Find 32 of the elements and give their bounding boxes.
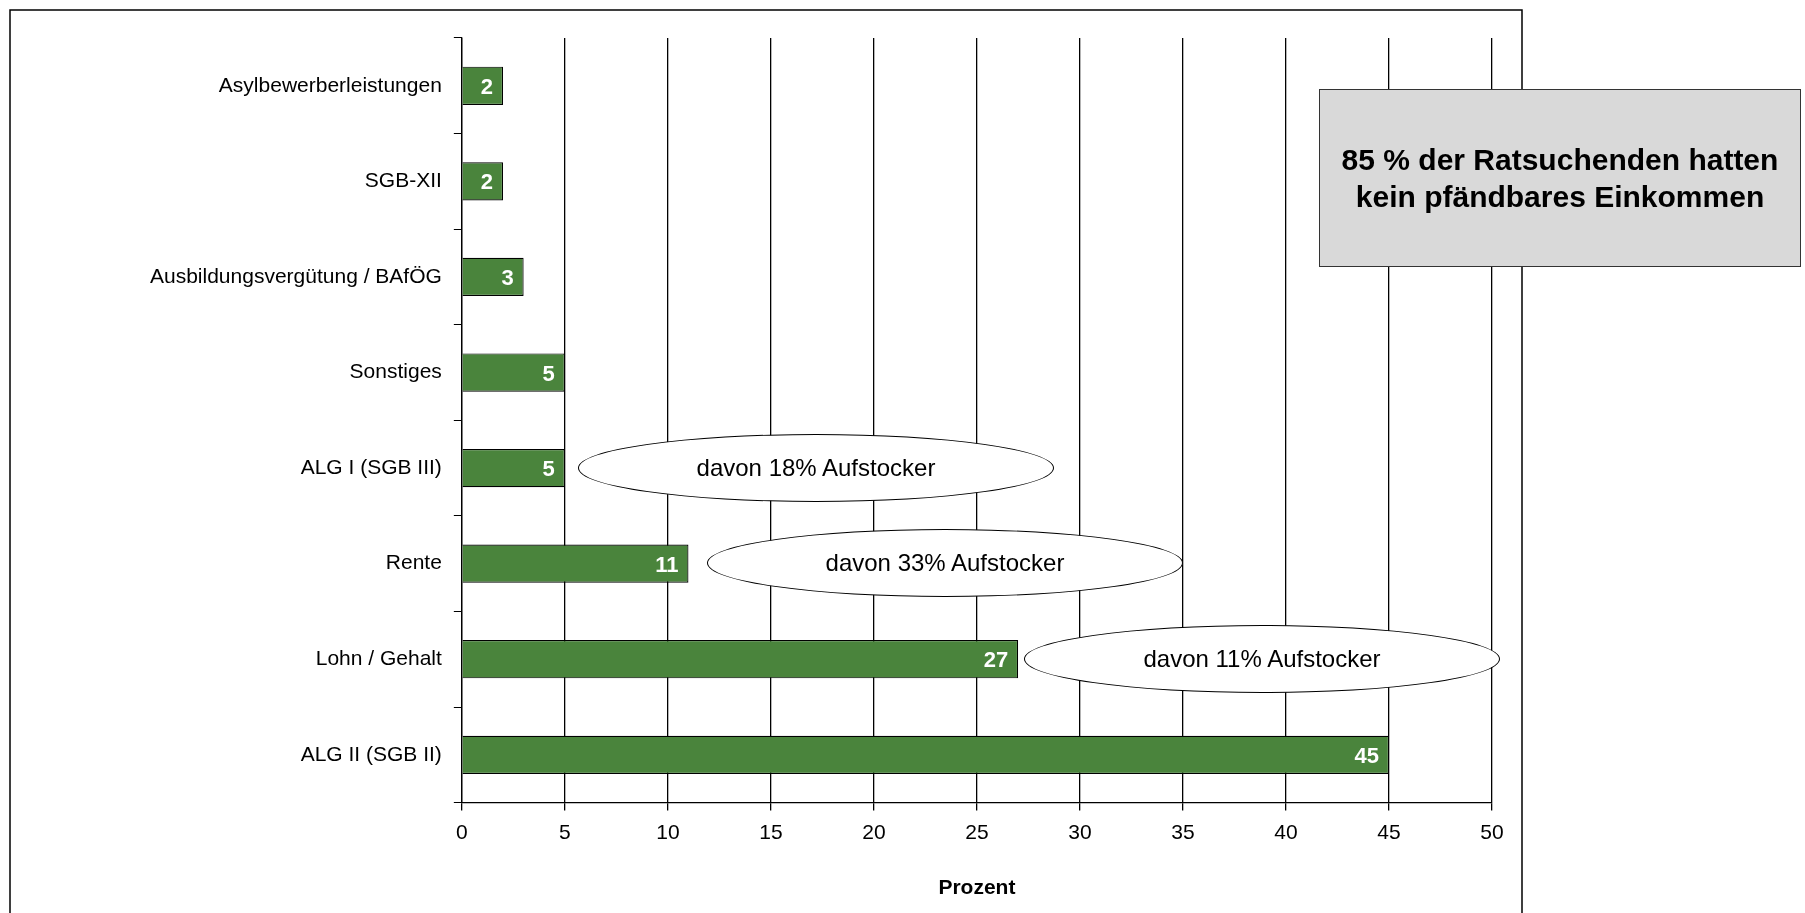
x-tick-label: 20 (862, 820, 886, 843)
data-label: 2 (480, 169, 494, 195)
x-tick-label: 10 (656, 820, 680, 843)
y-tick-label: Asylbewerberleistungen (218, 72, 442, 96)
x-tick-label: 45 (1377, 820, 1401, 843)
data-label: 5 (542, 360, 555, 386)
data-label: 27 (983, 647, 1009, 673)
y-tick-label: Ausbildungsvergütung / BAfÖG (149, 263, 442, 287)
x-tick-label: 30 (1068, 820, 1092, 843)
x-tick-label: 35 (1171, 820, 1195, 843)
data-label: 45 (1354, 742, 1379, 768)
data-label: 5 (542, 456, 555, 482)
x-tick-label: 15 (759, 820, 783, 843)
text-box: 85 % der Ratsuchenden hatten kein pfändbares Einkommen (1319, 89, 1801, 267)
oval-callout: davon 18% Aufstocker (578, 434, 1054, 502)
data-label: 2 (480, 73, 494, 99)
x-tick-label: 5 (559, 820, 571, 843)
y-tick-label: Lohn / Gehalt (315, 646, 442, 670)
x-tick-label: 0 (455, 820, 468, 843)
data-label: 3 (501, 265, 514, 290)
y-tick-label: ALG I (SGB III) (300, 454, 442, 478)
y-tick-label: SGB-XII (364, 168, 442, 192)
x-tick-label: 50 (1480, 820, 1504, 843)
oval-callout: davon 33% Aufstocker (707, 529, 1183, 597)
y-tick-label: ALG II (SGB II) (300, 741, 442, 765)
x-tick-label: 25 (965, 820, 989, 843)
x-axis-title: Prozent (938, 875, 1016, 899)
oval-callout: davon 11% Aufstocker (1024, 625, 1500, 693)
y-tick-label: Sonstiges (349, 359, 442, 383)
x-tick-label: 40 (1274, 820, 1298, 843)
y-tick-label: Rente (385, 550, 442, 574)
data-label: 11 (655, 551, 679, 577)
